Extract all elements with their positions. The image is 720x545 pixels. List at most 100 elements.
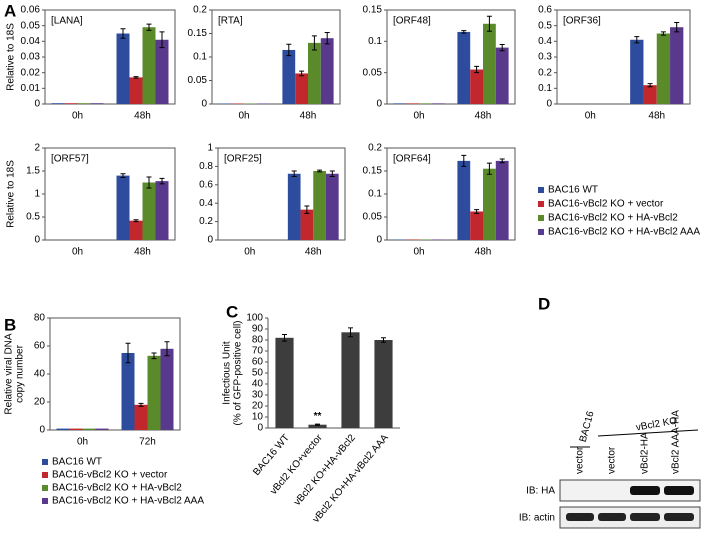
x-tick-label: 0h xyxy=(413,111,424,122)
y-tick-label: 0.06 xyxy=(21,5,41,16)
bar xyxy=(470,211,483,240)
blot-band xyxy=(566,513,594,521)
y-tick-label: 0.1 xyxy=(368,189,382,200)
bar xyxy=(313,171,326,240)
legend-swatch xyxy=(42,459,48,465)
bar xyxy=(130,77,143,104)
y-tick-label: 0 xyxy=(257,423,263,434)
y-tick-label: 40 xyxy=(34,369,46,380)
chart-title: [ORF25] xyxy=(224,154,262,165)
y-tick-label: 0.05 xyxy=(21,20,41,31)
bar xyxy=(70,429,83,430)
row-label: IB: HA xyxy=(526,486,555,497)
legend-label: BAC16-vBcl2 KO + HA-vBcl2 xyxy=(52,483,182,494)
y-tick-label: 0 xyxy=(546,99,552,110)
lane-label: vBcl2-HA xyxy=(640,432,651,474)
y-tick-label: 0 xyxy=(376,99,382,110)
y-tick-label: 0.04 xyxy=(21,36,41,47)
y-tick-label: 0 xyxy=(201,99,207,110)
bar xyxy=(282,50,295,104)
x-tick-label: 48h xyxy=(134,111,151,122)
legend-swatch xyxy=(42,472,48,478)
legend-swatch xyxy=(538,215,544,221)
y-tick-label: 40 xyxy=(252,379,264,390)
lane-label: vector xyxy=(607,446,618,474)
bar xyxy=(457,32,470,104)
bar xyxy=(374,340,392,428)
x-tick-label: 0h xyxy=(77,437,88,448)
legend-label: BAC16-vBcl2 KO + vector xyxy=(548,199,664,210)
bar xyxy=(643,85,656,104)
bar xyxy=(393,103,406,104)
bar xyxy=(135,405,148,430)
bar xyxy=(52,103,65,104)
legend-label: BAC16-vBcl2 KO + HA-vBcl2 AAA xyxy=(52,496,204,507)
blot-band xyxy=(598,513,626,521)
y-tick-label: 50 xyxy=(252,368,264,379)
blot-band xyxy=(664,486,694,495)
y-tick-label: 2 xyxy=(34,143,40,154)
y-axis-label: Relative to 18S xyxy=(6,23,17,91)
y-tick-label: 0 xyxy=(34,235,40,246)
y-tick-label: 0 xyxy=(39,425,45,436)
x-tick-label: 0h xyxy=(72,247,83,258)
legend-label: BAC16 WT xyxy=(52,457,102,468)
y-tick-label: 0.3 xyxy=(538,52,552,63)
x-tick-label: 48h xyxy=(300,111,317,122)
y-tick-label: 0 xyxy=(34,99,40,110)
y-tick-label: 0.4 xyxy=(538,36,552,47)
y-tick-label: 100 xyxy=(246,313,263,324)
legend-swatch xyxy=(42,498,48,504)
y-tick-label: 0.1 xyxy=(368,36,382,47)
blot-band xyxy=(664,513,694,521)
bar xyxy=(483,169,496,240)
y-axis-label: Infectious Unit xyxy=(222,341,233,405)
y-tick-label: 1 xyxy=(34,189,40,200)
legend-label: BAC16-vBcl2 KO + HA-vBcl2 AAA xyxy=(548,227,700,238)
bar xyxy=(122,353,135,430)
panel-label: D xyxy=(538,294,550,313)
y-tick-label: 0.05 xyxy=(363,67,383,78)
y-tick-label: 1.5 xyxy=(26,166,40,177)
chart-title: [RTA] xyxy=(218,16,243,27)
y-tick-label: 80 xyxy=(34,313,46,324)
bar xyxy=(161,349,174,430)
legend-swatch xyxy=(42,485,48,491)
y-tick-label: 0.1 xyxy=(538,83,552,94)
bar xyxy=(419,103,432,104)
y-tick-label: 0.2 xyxy=(199,216,213,227)
legend-swatch xyxy=(538,229,544,235)
y-axis-label: copy number xyxy=(15,344,26,402)
bar xyxy=(295,73,308,104)
legend-swatch xyxy=(538,201,544,207)
bar xyxy=(326,174,339,240)
x-tick-label: 0h xyxy=(72,111,83,122)
y-tick-label: 0.2 xyxy=(193,5,207,16)
bar xyxy=(275,338,293,428)
bar xyxy=(630,40,643,104)
bar xyxy=(148,356,161,430)
bar xyxy=(341,332,359,428)
bar xyxy=(670,27,683,104)
annotation: ** xyxy=(314,411,322,422)
chart-title: [ORF36] xyxy=(563,16,601,27)
y-tick-label: 60 xyxy=(34,341,46,352)
lane-label: vBcl2 AAA-HA xyxy=(671,410,682,474)
y-tick-label: 0.2 xyxy=(368,143,382,154)
bar xyxy=(308,43,321,104)
x-tick-label: 0h xyxy=(413,247,424,258)
y-tick-label: 20 xyxy=(252,401,264,412)
panel-label: A xyxy=(4,1,16,20)
y-tick-label: 80 xyxy=(252,335,264,346)
y-tick-label: 0.15 xyxy=(363,5,383,16)
bar xyxy=(406,103,419,104)
bar xyxy=(156,40,169,104)
bar xyxy=(321,38,334,104)
y-tick-label: 10 xyxy=(252,412,264,423)
bar xyxy=(288,174,301,240)
bar xyxy=(496,161,509,240)
y-tick-label: 0.4 xyxy=(199,198,213,209)
y-tick-label: 60 xyxy=(252,357,264,368)
